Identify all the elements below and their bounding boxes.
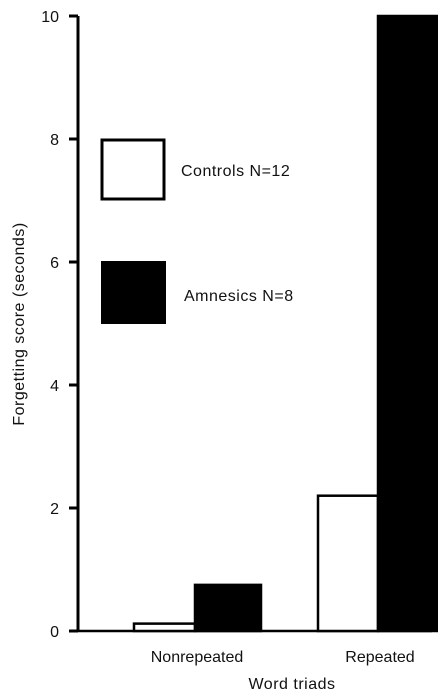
y-axis-title: Forgetting score (seconds)	[11, 222, 28, 425]
bar-amnesics-repeated	[376, 14, 438, 633]
bar-controls-nonrepeated	[132, 622, 197, 633]
legend: Controls N=12 Amnesics N=8	[100, 138, 294, 324]
legend-label-controls: Controls N=12	[181, 163, 290, 180]
legend-label-amnesics: Amnesics N=8	[184, 288, 294, 305]
legend-swatch-amnesics	[101, 261, 166, 324]
y-tick-label: 0	[50, 624, 59, 641]
x-axis-title: Word triads	[248, 676, 335, 690]
y-tick-label: 6	[50, 255, 59, 272]
y-tick-label: 4	[50, 378, 59, 395]
y-ticks: 0 2 4 6 8 10	[41, 9, 78, 641]
x-category-labels: Nonrepeated Repeated	[151, 649, 415, 666]
y-axis: 0 2 4 6 8 10 Forgetting score (seconds)	[11, 9, 80, 641]
x-category-label: Repeated	[345, 649, 414, 666]
x-axis: Nonrepeated Repeated Word triads	[77, 629, 432, 690]
legend-swatch-controls	[100, 138, 166, 201]
y-tick-label: 10	[41, 9, 59, 26]
x-category-label: Nonrepeated	[151, 649, 244, 666]
y-tick-label: 8	[50, 132, 59, 149]
bar-amnesics-nonrepeated	[193, 583, 263, 633]
y-tick-label: 2	[50, 501, 59, 518]
bar-controls-repeated	[316, 494, 380, 633]
bars	[132, 14, 438, 633]
